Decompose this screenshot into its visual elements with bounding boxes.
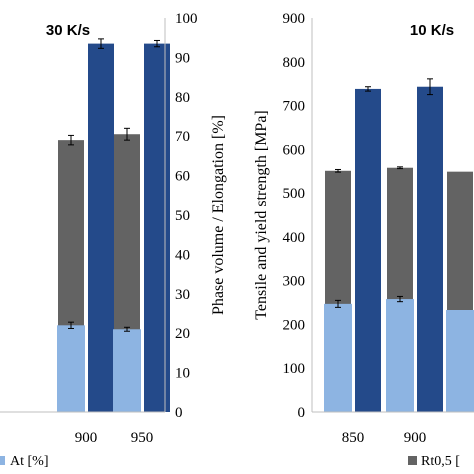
left-bar-dark [144, 43, 170, 413]
left-chart: 30 K/s 0 10 20 30 40 50 60 70 80 90 100 900 950 Pha… [0, 11, 227, 446]
right-bars-group [324, 78, 474, 413]
right-y-tick-label: 700 [283, 99, 306, 115]
left-y-tick-label: 60 [175, 169, 190, 185]
right-x-tick-label: 850 [342, 430, 365, 446]
right-y-tick-label: 0 [298, 405, 306, 421]
left-y-tick-label: 50 [175, 208, 190, 224]
legend-swatch-rt [408, 456, 417, 465]
legend-swatch-at [0, 456, 5, 465]
right-chart: 10 K/s 0 100 200 300 400 500 600 700 800 900 850 9… [253, 11, 474, 446]
left-y-tick-label: 80 [175, 90, 190, 106]
left-y-tick-label: 70 [175, 129, 190, 145]
legend: At [%] Rt0,5 [ [0, 454, 460, 469]
right-y-tick-label: 200 [283, 317, 306, 333]
left-x-ticks: 900 950 [75, 430, 154, 446]
left-y-tick-label: 30 [175, 287, 190, 303]
left-bar-light [113, 329, 141, 412]
legend-label-at: At [%] [10, 454, 49, 469]
right-y-tick-label: 600 [283, 142, 306, 158]
right-y-ticks: 0 100 200 300 400 500 600 700 800 900 [283, 11, 306, 421]
right-x-tick-label: 900 [404, 430, 427, 446]
right-bar-light [446, 309, 474, 412]
left-y-ticks: 0 10 20 30 40 50 60 70 80 90 100 [175, 11, 198, 421]
left-bar-dark [88, 43, 114, 413]
left-y-tick-label: 90 [175, 50, 190, 66]
left-y-tick-label: 40 [175, 247, 190, 263]
left-x-tick-label: 950 [131, 430, 154, 446]
left-y-tick-label: 10 [175, 366, 190, 382]
right-x-ticks: 850 900 [342, 430, 427, 446]
right-y-axis-label: Tensile and yield strength [MPa] [253, 110, 270, 320]
left-y-tick-label: 0 [175, 405, 183, 421]
right-bar-light [386, 299, 414, 412]
right-chart-title: 10 K/s [410, 22, 454, 39]
right-bar-light [324, 303, 352, 412]
left-y-tick-label: 100 [175, 11, 198, 27]
left-x-tick-label: 900 [75, 430, 98, 446]
legend-label-rt: Rt0,5 [ [421, 454, 460, 469]
right-y-tick-label: 400 [283, 230, 306, 246]
left-bar-light [57, 325, 85, 412]
left-chart-title: 30 K/s [46, 22, 90, 39]
left-bars-group [57, 38, 170, 413]
right-y-tick-label: 300 [283, 274, 306, 290]
right-y-tick-label: 100 [283, 361, 306, 377]
left-y-axis-label: Phase volume / Elongation [%] [210, 115, 227, 315]
right-bar-dark [417, 86, 443, 412]
right-bar-dark [355, 88, 381, 413]
right-y-tick-label: 900 [283, 11, 306, 27]
right-y-tick-label: 500 [283, 186, 306, 202]
right-y-tick-label: 800 [283, 55, 306, 71]
left-y-tick-label: 20 [175, 326, 190, 342]
